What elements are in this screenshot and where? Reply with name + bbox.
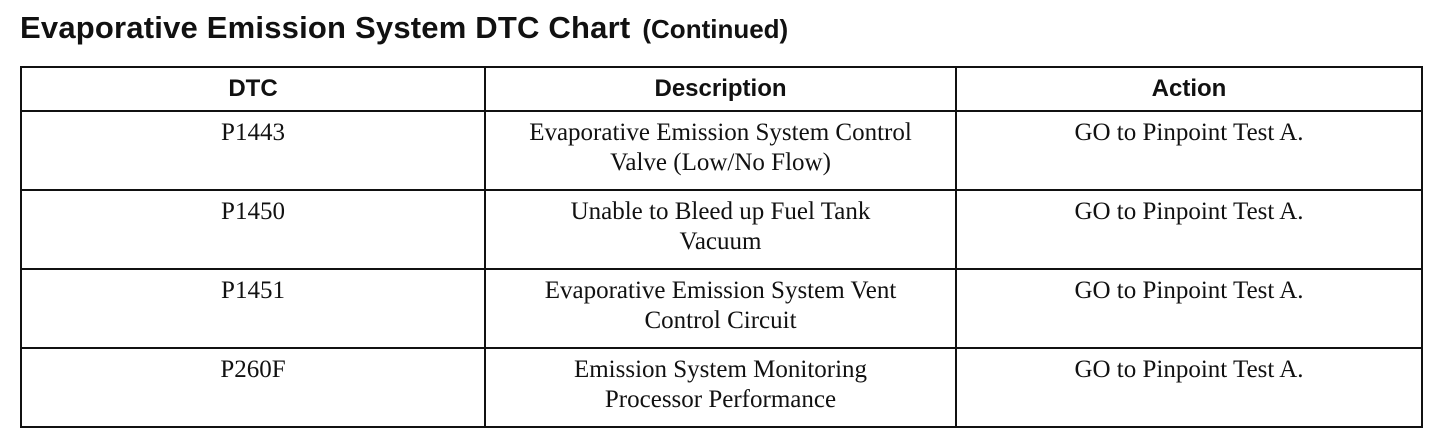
description-line: Unable to Bleed up Fuel Tank bbox=[570, 198, 871, 225]
cell-dtc: P1443 bbox=[20, 110, 486, 191]
description-line: Evaporative Emission System Vent bbox=[544, 277, 897, 304]
header-action: Action bbox=[955, 66, 1423, 112]
page-title: Evaporative Emission System DTC Chart (Co… bbox=[20, 10, 788, 46]
header-description: Description bbox=[484, 66, 957, 112]
cell-description: Evaporative Emission System Vent Control… bbox=[484, 268, 957, 349]
description-line: Evaporative Emission System Control bbox=[529, 119, 912, 146]
cell-dtc: P1450 bbox=[20, 189, 486, 270]
table-header-row: DTC Description Action bbox=[20, 66, 1423, 112]
dtc-table: DTC Description Action P1443 Evaporative… bbox=[20, 66, 1423, 428]
cell-description: Unable to Bleed up Fuel Tank Vacuum bbox=[484, 189, 957, 270]
cell-action: GO to Pinpoint Test A. bbox=[955, 110, 1423, 191]
description-line: Valve (Low/No Flow) bbox=[610, 149, 831, 176]
cell-description: Emission System Monitoring Processor Per… bbox=[484, 347, 957, 428]
table-row: P1450 Unable to Bleed up Fuel Tank Vacuu… bbox=[20, 189, 1423, 270]
chart-title: Evaporative Emission System DTC Chart bbox=[20, 10, 631, 45]
description-line: Processor Performance bbox=[604, 386, 837, 413]
cell-action: GO to Pinpoint Test A. bbox=[955, 268, 1423, 349]
description-line: Emission System Monitoring bbox=[573, 356, 868, 383]
chart-subtitle: (Continued) bbox=[642, 14, 789, 44]
table-row: P1451 Evaporative Emission System Vent C… bbox=[20, 268, 1423, 349]
cell-action: GO to Pinpoint Test A. bbox=[955, 347, 1423, 428]
cell-action: GO to Pinpoint Test A. bbox=[955, 189, 1423, 270]
description-line: Control Circuit bbox=[644, 307, 797, 334]
cell-dtc: P260F bbox=[20, 347, 486, 428]
table-row: P260F Emission System Monitoring Process… bbox=[20, 347, 1423, 428]
description-line: Vacuum bbox=[679, 228, 762, 255]
header-dtc: DTC bbox=[20, 66, 486, 112]
table-row: P1443 Evaporative Emission System Contro… bbox=[20, 110, 1423, 191]
cell-description: Evaporative Emission System Control Valv… bbox=[484, 110, 957, 191]
cell-dtc: P1451 bbox=[20, 268, 486, 349]
